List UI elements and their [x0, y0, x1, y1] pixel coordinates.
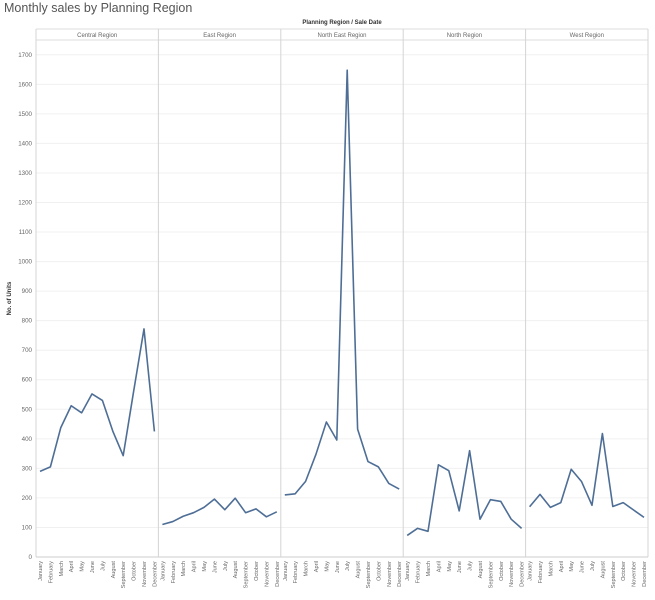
x-tick-label: April [314, 561, 320, 572]
x-tick-label: April [559, 561, 565, 572]
x-tick-label: August [356, 561, 362, 579]
x-tick-label: August [600, 561, 606, 579]
x-tick-label: May [202, 561, 208, 572]
x-tick-label: June [90, 561, 96, 573]
x-tick-label: February [416, 561, 422, 584]
x-tick-label: July [345, 561, 351, 571]
x-tick-label: July [468, 561, 474, 571]
x-tick-label: March [426, 561, 432, 577]
panel-label: North East Region [317, 33, 366, 39]
panel-label: North Region [447, 33, 482, 39]
panel-label: Central Region [77, 33, 117, 39]
x-tick-label: March [304, 561, 310, 577]
x-tick-label: April [192, 561, 198, 572]
x-tick-label: November [142, 561, 148, 587]
x-tick-label: August [111, 561, 117, 579]
series-line-west-region [528, 432, 645, 519]
y-tick-label: 0 [29, 554, 33, 561]
x-tick-label: March [59, 561, 65, 577]
x-tick-label: November [264, 561, 270, 587]
y-tick-label: 1000 [18, 259, 32, 266]
y-tick-label: 500 [22, 406, 33, 413]
x-tick-label: November [509, 561, 515, 587]
y-axis-label: No. of Units [7, 281, 13, 315]
x-tick-label: February [171, 561, 177, 584]
x-tick-label: June [457, 561, 463, 573]
y-tick-label: 1100 [19, 229, 33, 236]
x-tick-label: February [538, 561, 544, 584]
x-tick-label: February [293, 561, 299, 584]
column-header: Planning Region / Sale Date [302, 20, 382, 26]
x-tick-label: January [160, 561, 166, 581]
y-tick-label: 1400 [18, 140, 32, 147]
y-tick-label: 1300 [18, 170, 32, 177]
x-tick-label: October [254, 561, 260, 581]
series-line-north-region [406, 449, 523, 537]
chart-title: Monthly sales by Planning Region [4, 1, 193, 15]
x-tick-label: May [447, 561, 453, 572]
x-tick-label: February [48, 561, 54, 584]
x-tick-label: December [642, 561, 648, 587]
series-line-east-region [162, 497, 278, 526]
y-tick-label: 1200 [18, 199, 32, 206]
x-tick-label: April [69, 561, 75, 572]
x-tick-label: January [405, 561, 411, 581]
x-tick-label: July [590, 561, 596, 571]
x-tick-label: January [38, 561, 44, 581]
y-tick-label: 800 [22, 318, 33, 325]
x-tick-label: August [233, 561, 239, 579]
panel-label: West Region [570, 33, 604, 39]
y-tick-label: 1600 [18, 81, 32, 88]
series-line-central-region [39, 328, 156, 473]
x-tick-label: September [366, 561, 372, 588]
y-tick-label: 400 [22, 436, 33, 443]
y-tick-label: 900 [22, 288, 33, 295]
x-tick-label: December [397, 561, 403, 587]
x-tick-label: April [436, 561, 442, 572]
x-tick-label: December [520, 561, 526, 587]
panel-label: East Region [203, 33, 236, 39]
x-tick-label: December [275, 561, 281, 587]
y-tick-label: 1500 [18, 111, 32, 118]
x-tick-label: June [335, 561, 341, 573]
x-tick-label: October [376, 561, 382, 581]
y-tick-label: 700 [22, 347, 33, 354]
x-tick-label: January [528, 561, 534, 581]
x-tick-label: March [548, 561, 554, 577]
x-tick-label: June [212, 561, 218, 573]
x-tick-label: October [132, 561, 138, 581]
x-tick-label: March [181, 561, 187, 577]
x-tick-label: June [580, 561, 586, 573]
x-tick-label: October [621, 561, 627, 581]
y-tick-label: 200 [22, 495, 33, 502]
x-tick-label: September [244, 561, 250, 588]
y-tick-label: 300 [22, 465, 33, 472]
x-tick-label: January [283, 561, 289, 581]
x-tick-label: July [100, 561, 106, 571]
x-tick-label: December [152, 561, 158, 587]
x-tick-label: September [121, 561, 127, 588]
x-tick-label: May [80, 561, 86, 572]
y-tick-label: 100 [22, 524, 33, 531]
series-line-north-east-region [284, 69, 400, 496]
x-tick-label: November [387, 561, 393, 587]
x-tick-label: May [569, 561, 575, 572]
x-tick-label: November [632, 561, 638, 587]
x-tick-label: May [324, 561, 330, 572]
x-tick-label: July [223, 561, 229, 571]
y-tick-label: 600 [22, 377, 33, 384]
x-tick-label: August [478, 561, 484, 579]
x-tick-label: September [488, 561, 494, 588]
y-tick-label: 1700 [18, 52, 32, 59]
x-tick-label: October [499, 561, 505, 581]
x-tick-label: September [611, 561, 617, 588]
